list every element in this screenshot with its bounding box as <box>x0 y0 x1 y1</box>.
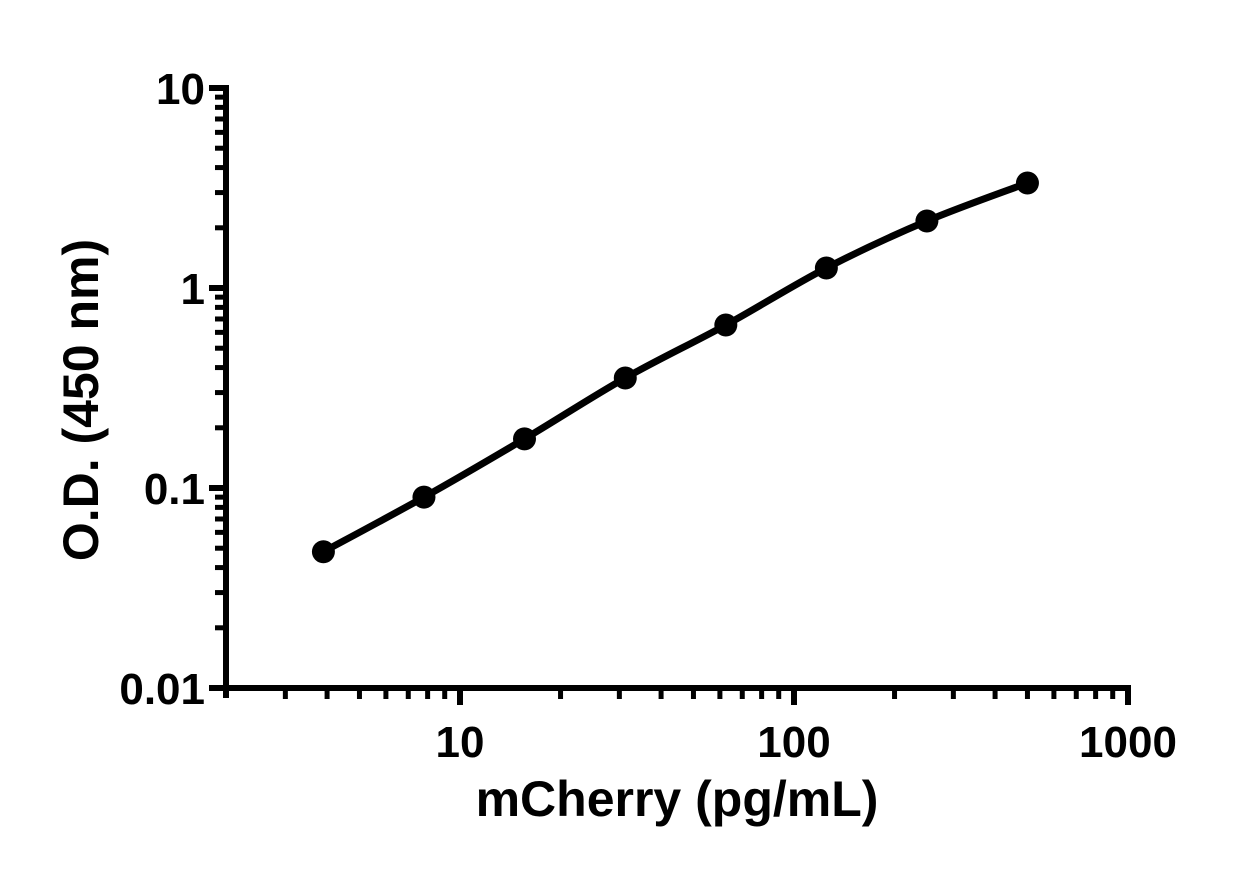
data-point <box>814 256 838 280</box>
y-tick-label: 0.1 <box>144 465 205 514</box>
tick-labels: 10 100 1000 0.01 0.1 1 10 <box>119 65 1177 767</box>
data-point <box>513 427 537 451</box>
x-tick-label: 100 <box>757 718 830 767</box>
data-point <box>311 540 335 564</box>
data-point <box>714 313 738 337</box>
standard-curve-line <box>319 179 1031 556</box>
data-point <box>1015 171 1039 195</box>
data-point <box>915 209 939 233</box>
x-tick-label: 1000 <box>1079 718 1177 767</box>
data-point <box>412 485 436 509</box>
y-tick-label: 10 <box>156 65 205 114</box>
x-axis-title: mCherry (pg/mL) <box>476 771 879 827</box>
axes <box>223 85 1131 698</box>
axis-ticks <box>209 85 1131 705</box>
y-axis-title: O.D. (450 nm) <box>53 239 109 561</box>
x-tick-label: 10 <box>436 718 485 767</box>
y-tick-label: 1 <box>181 265 205 314</box>
data-point <box>613 366 637 390</box>
data-series <box>311 171 1039 564</box>
y-tick-label: 0.01 <box>119 665 205 714</box>
